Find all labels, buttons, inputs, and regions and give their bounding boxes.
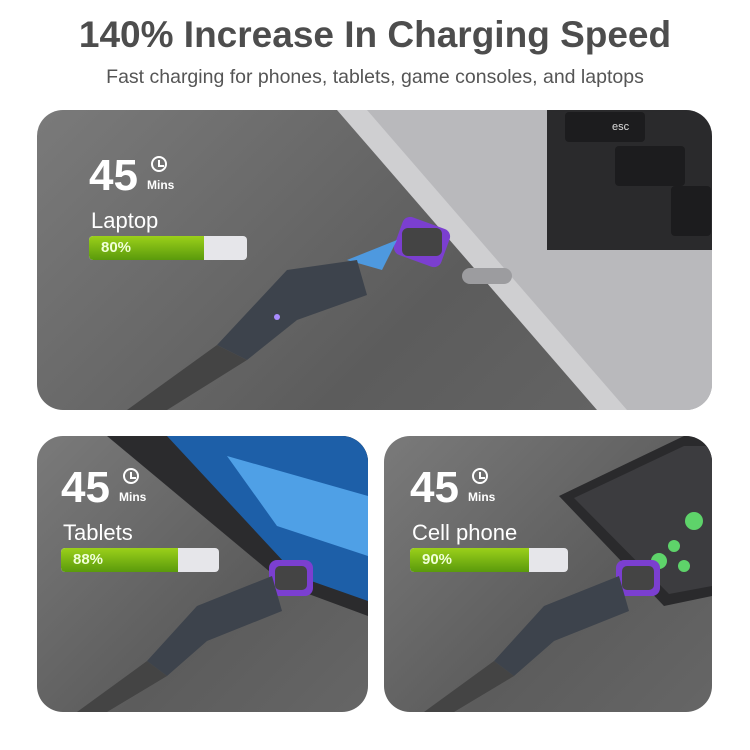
time-unit: Mins	[147, 178, 175, 192]
charge-progress-bar: 88%	[61, 548, 219, 572]
charge-time: 45	[61, 463, 110, 512]
charge-time: 45	[410, 463, 459, 512]
phone-cable-illustration	[424, 436, 712, 712]
laptop-cable-illustration: esc	[127, 110, 712, 410]
time-unit: Mins	[119, 490, 147, 504]
device-label: Tablets	[63, 520, 133, 545]
phone-panel: 45 Mins Cell phone 90%	[384, 436, 712, 712]
tablet-panel: 45 Mins Tablets 88%	[37, 436, 368, 712]
charge-progress-bar: 80%	[89, 236, 247, 260]
charge-time: 45	[89, 151, 138, 200]
clock-icon	[151, 156, 167, 172]
charge-percent: 88%	[61, 548, 178, 572]
charge-percent: 80%	[89, 236, 205, 260]
clock-icon	[472, 468, 488, 484]
charge-percent: 90%	[410, 548, 529, 572]
tablet-cable-illustration	[77, 436, 368, 712]
headline: 140% Increase In Charging Speed	[78, 14, 672, 55]
device-label: Laptop	[91, 208, 159, 233]
device-label: Cell phone	[412, 520, 518, 545]
laptop-panel: esc 45 Mins Laptop 80%	[37, 110, 712, 410]
clock-icon	[123, 468, 139, 484]
subheadline: Fast charging for phones, tablets, game …	[106, 66, 644, 88]
esc-key-label: esc	[612, 121, 630, 133]
time-unit: Mins	[468, 490, 496, 504]
charge-progress-bar: 90%	[410, 548, 568, 572]
